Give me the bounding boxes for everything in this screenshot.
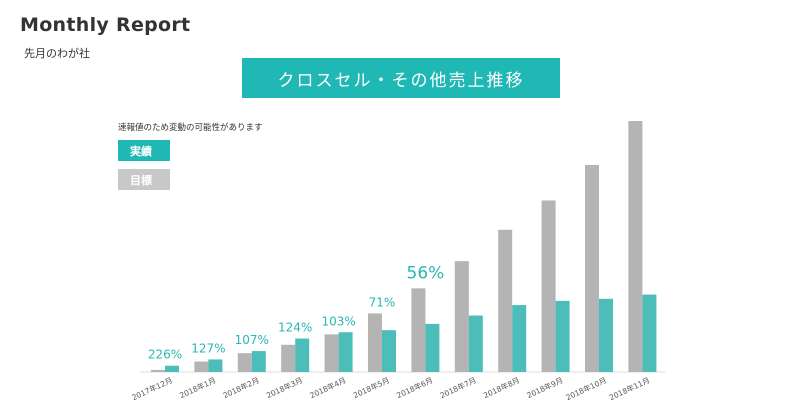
bar-target-1 [194, 361, 209, 372]
bar-actual-9 [555, 300, 570, 372]
bar-target-11 [628, 121, 643, 372]
x-tick-label-7: 2018年7月 [438, 375, 477, 400]
bar-actual-5 [382, 330, 396, 372]
bar-target-4 [324, 334, 339, 372]
data-label-4: 103% [321, 314, 355, 328]
report-title: Monthly Report [20, 14, 191, 36]
preliminary-note: 速報値のため変動の可能性があります [118, 123, 263, 133]
data-label-1: 127% [191, 341, 225, 355]
x-tick-label-3: 2018年3月 [265, 375, 304, 400]
chart-title: クロスセル・その他売上推移 [242, 58, 560, 98]
bar-target-3 [281, 344, 296, 372]
bar-actual-11 [642, 294, 657, 372]
x-tick-label-9: 2018年9月 [525, 375, 564, 400]
data-label-3: 124% [278, 321, 312, 335]
x-tick-label-8: 2018年8月 [482, 375, 521, 400]
x-tick-label-2: 2018年2月 [221, 375, 260, 400]
x-tick-label-1: 2018年1月 [178, 375, 217, 400]
data-label-2: 107% [235, 333, 269, 347]
bar-target-10 [585, 164, 599, 372]
bar-actual-10 [599, 298, 613, 372]
x-tick-label-10: 2018年10月 [564, 375, 608, 403]
legend-actual: 実績 [118, 140, 170, 161]
bar-target-5 [368, 313, 382, 372]
bar-actual-2 [251, 351, 266, 372]
bar-actual-6 [425, 323, 440, 372]
bar-target-9 [541, 200, 556, 372]
bar-actual-3 [295, 338, 310, 372]
bar-target-2 [237, 353, 252, 372]
bar-target-6 [411, 288, 426, 372]
bar-actual-8 [512, 305, 527, 372]
x-tick-label-5: 2018年5月 [351, 375, 390, 400]
bar-actual-0 [165, 365, 179, 372]
data-label-6: 56% [407, 263, 445, 283]
legend-target: 目標 [118, 169, 170, 190]
data-label-5: 71% [369, 295, 396, 309]
bar-actual-7 [468, 315, 483, 372]
x-tick-label-11: 2018年11月 [607, 375, 651, 403]
x-tick-label-0: 2017年12月 [130, 375, 174, 403]
x-tick-label-6: 2018年6月 [395, 375, 434, 400]
x-tick-label-4: 2018年4月 [308, 375, 347, 400]
bar-target-0 [151, 369, 165, 372]
bar-target-8 [498, 229, 513, 372]
data-label-0: 226% [148, 348, 182, 362]
report-subtitle: 先月のわが社 [24, 47, 90, 60]
bar-actual-1 [208, 359, 223, 372]
bar-actual-4 [338, 332, 353, 372]
bar-target-7 [454, 261, 469, 372]
